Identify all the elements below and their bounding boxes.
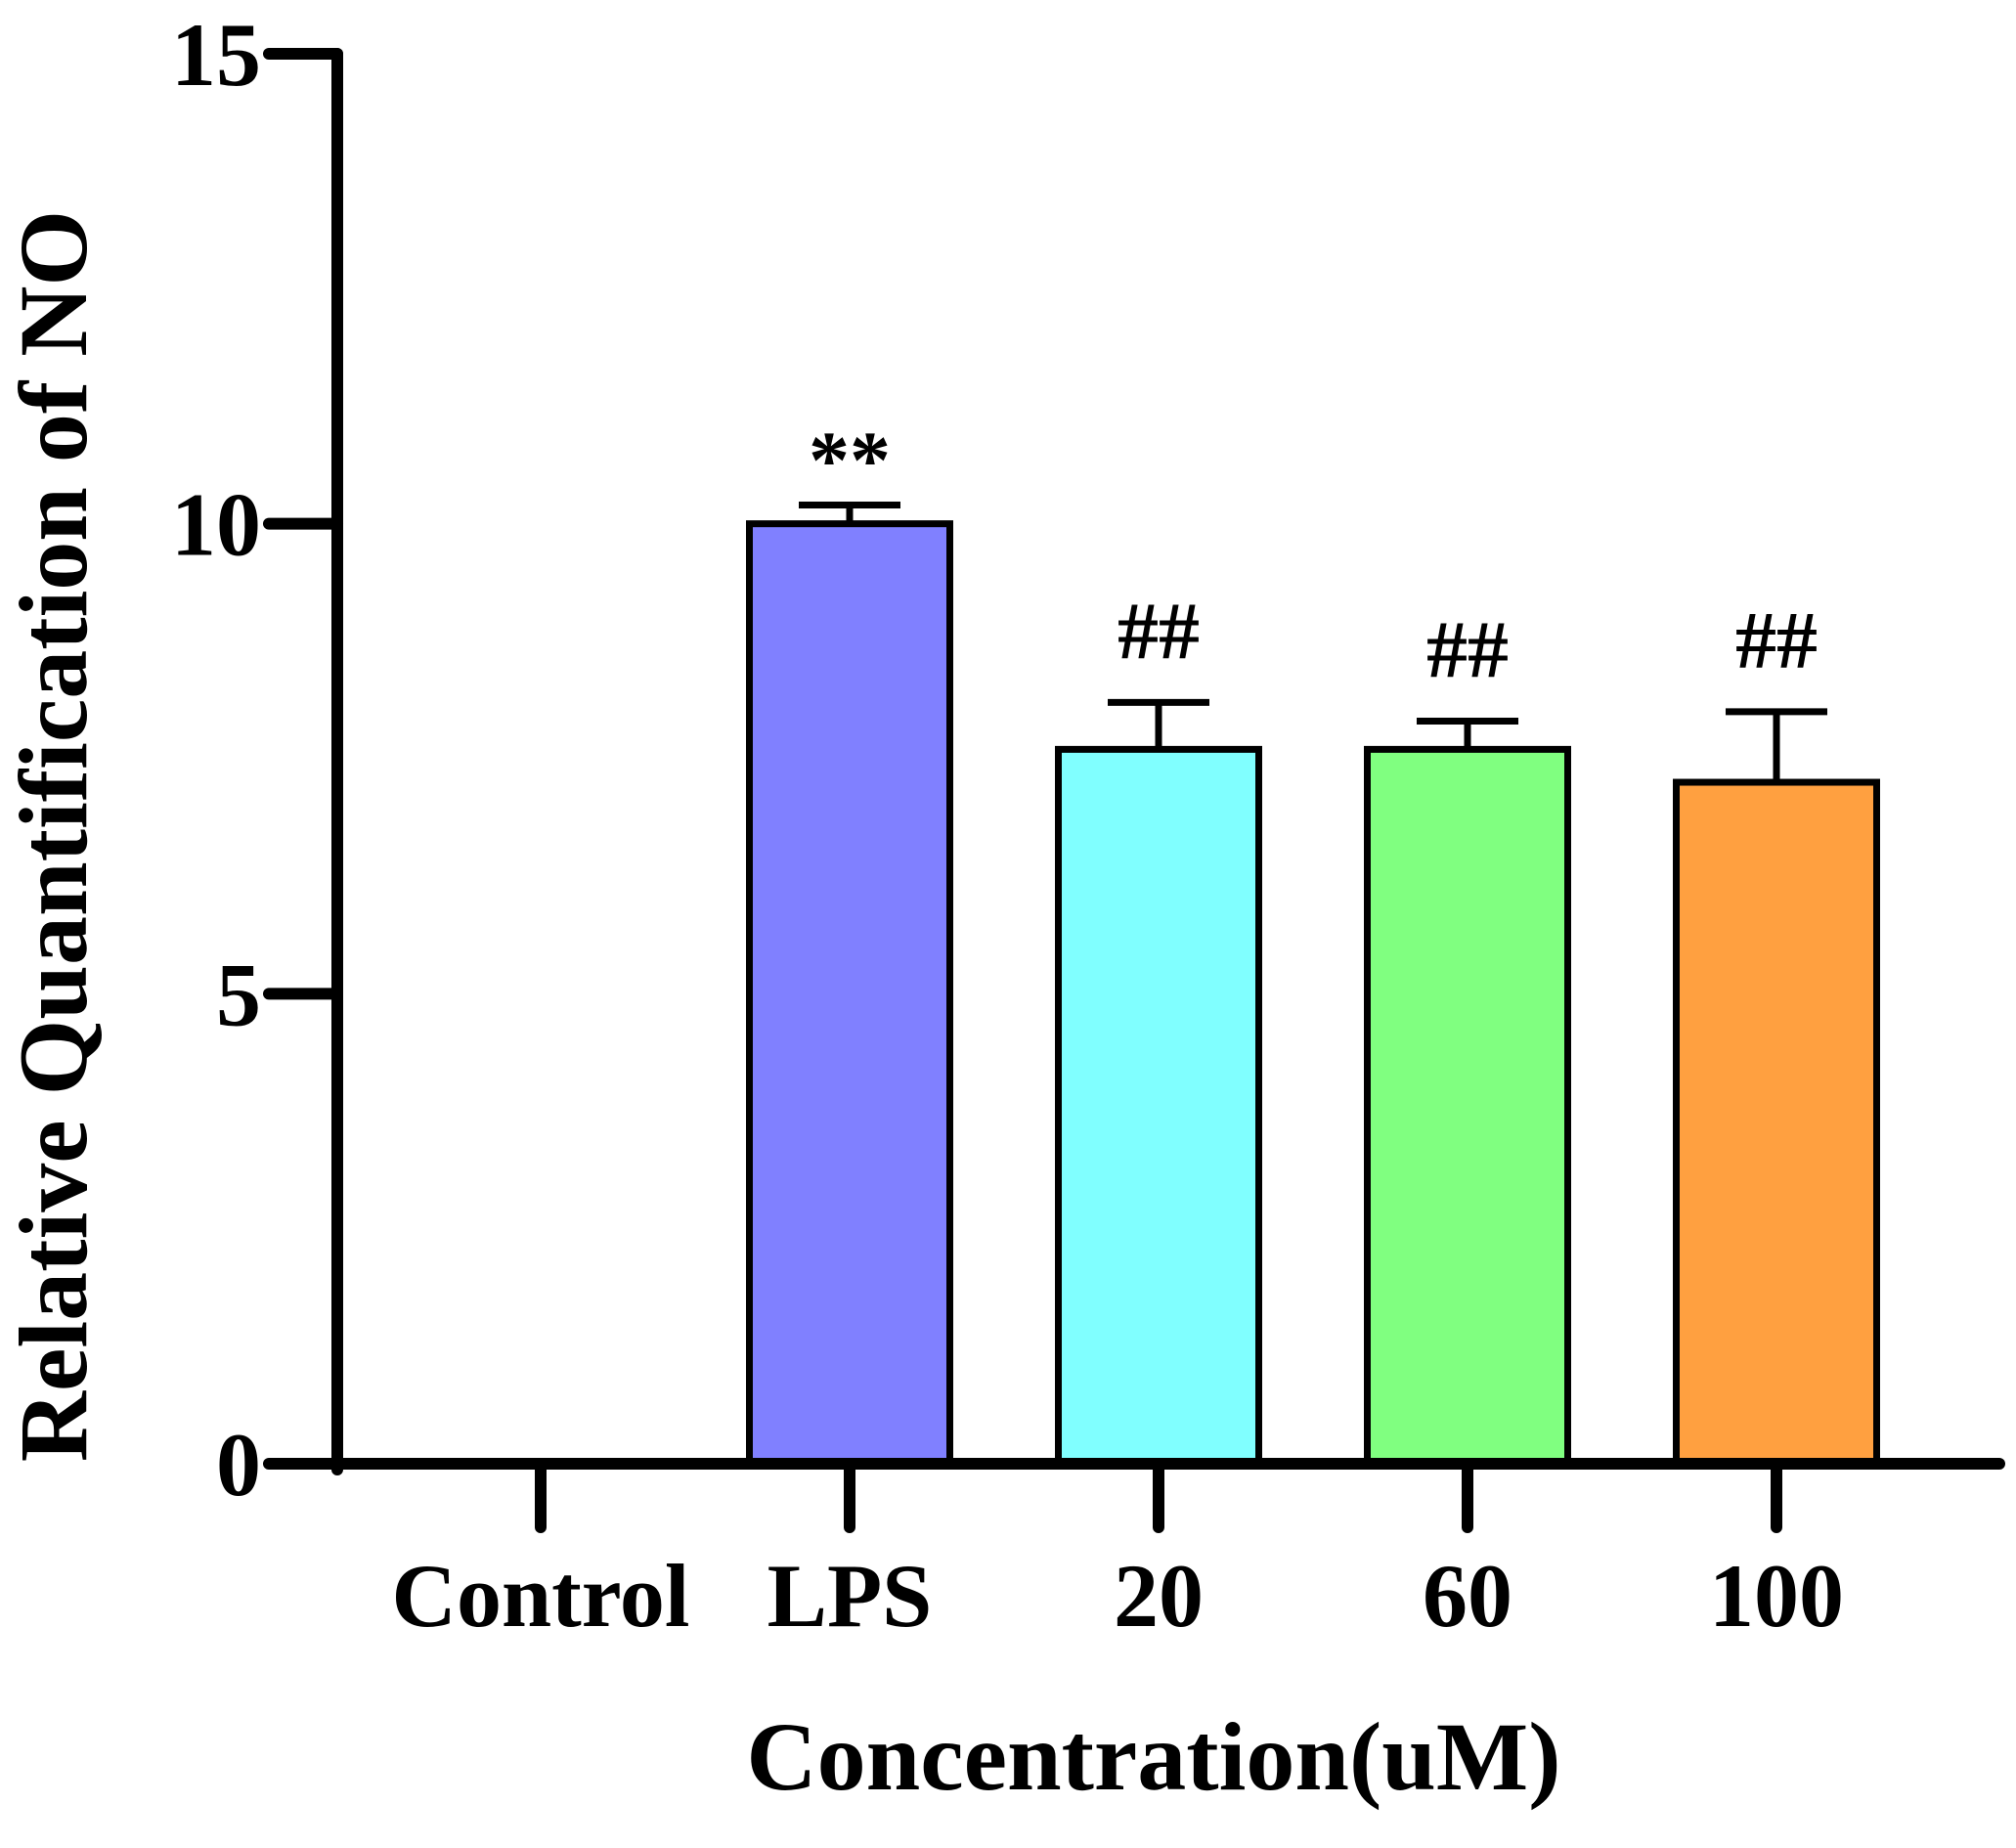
significance-label-20: ## [1118, 586, 1200, 677]
bar-100 [1673, 778, 1880, 1468]
significance-label-lps: ** [809, 415, 891, 506]
significance-label-100: ## [1735, 595, 1818, 686]
x-tick-label: 60 [1423, 1546, 1512, 1646]
significance-label-60: ## [1426, 605, 1509, 696]
bars-layer [746, 520, 1880, 1468]
y-tick-label: 10 [171, 475, 261, 575]
x-axis-title: Concentration(uM) [746, 1702, 1560, 1811]
x-tick-label: LPS [767, 1546, 933, 1646]
bar-lps [746, 520, 953, 1468]
annotations-layer: ** ## ## ## [809, 415, 1818, 695]
labels-layer: 0 5 10 15 Control LPS 20 60 100 [171, 5, 1844, 1646]
y-axis-title: Relative Quantification of NO [0, 210, 108, 1462]
x-tick-label: 100 [1709, 1546, 1844, 1646]
y-tick-label: 0 [216, 1415, 261, 1515]
y-tick-label: 15 [171, 5, 261, 105]
x-tick-label: Control [392, 1546, 690, 1646]
error-bars-layer [799, 501, 1827, 783]
y-tick-label: 5 [216, 945, 261, 1044]
bar-60 [1364, 745, 1571, 1468]
axes-layer [263, 48, 2005, 1533]
x-tick-label: 20 [1114, 1546, 1204, 1646]
bar-20 [1055, 745, 1262, 1468]
